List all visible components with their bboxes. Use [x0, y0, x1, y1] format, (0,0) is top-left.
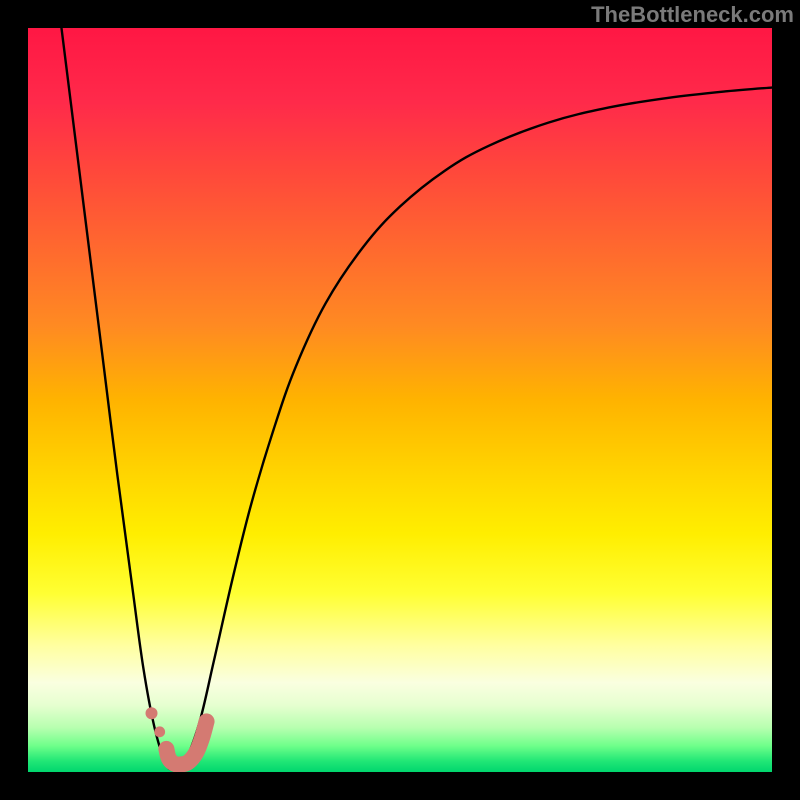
watermark-text: TheBottleneck.com [591, 2, 794, 28]
optimal-marker-dot-1 [154, 726, 165, 737]
chart-container: TheBottleneck.com [0, 0, 800, 800]
plot-area [28, 28, 772, 772]
bottleneck-curve-chart [28, 28, 772, 772]
gradient-background [28, 28, 772, 772]
optimal-marker-dot-0 [146, 707, 158, 719]
